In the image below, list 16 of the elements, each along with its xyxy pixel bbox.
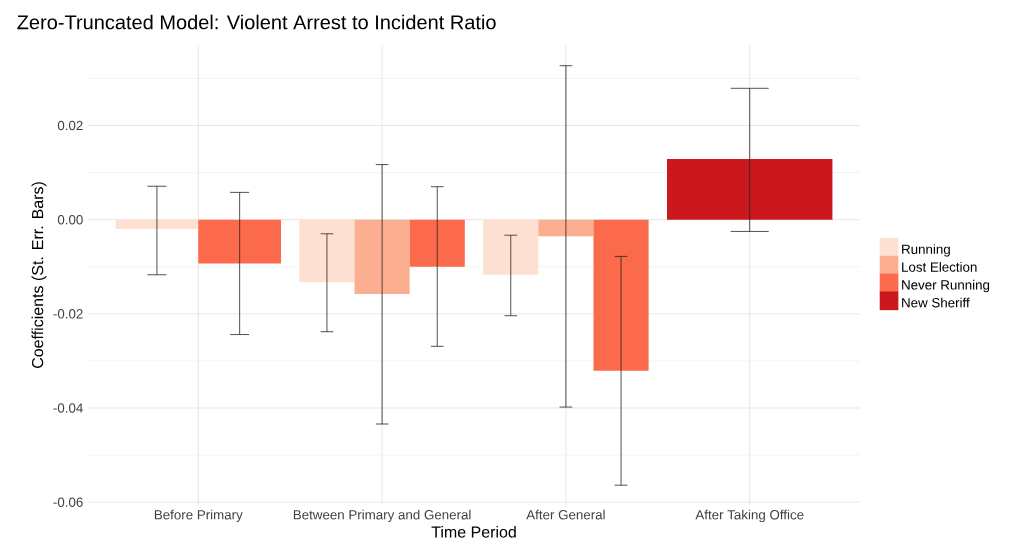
chart-title: Zero-Truncated Model: Violent Arrest to Incident Ratio [17, 14, 496, 30]
y-axis-title: Coefficients (St. Err. Bars) [31, 182, 47, 368]
x-axis-title: Time Period [431, 525, 516, 538]
y-tick-label: -0.06 [53, 497, 83, 507]
x-tick-label: Between Primary and General [293, 509, 471, 523]
y-tick-label: -0.04 [53, 403, 83, 413]
x-tick-label: After Taking Office [695, 509, 804, 523]
y-tick-label: 0.00 [57, 214, 83, 225]
legend-label: New Sheriff [902, 297, 970, 308]
x-tick-label: Before Primary [154, 509, 243, 523]
x-tick-label: After General [526, 509, 605, 520]
y-tick-label: 0.02 [57, 120, 83, 131]
legend-label: Running [902, 244, 950, 257]
legend-label: Lost Election [902, 261, 977, 272]
legend-label: Never Running [902, 279, 990, 293]
y-tick-label: -0.02 [53, 309, 83, 319]
